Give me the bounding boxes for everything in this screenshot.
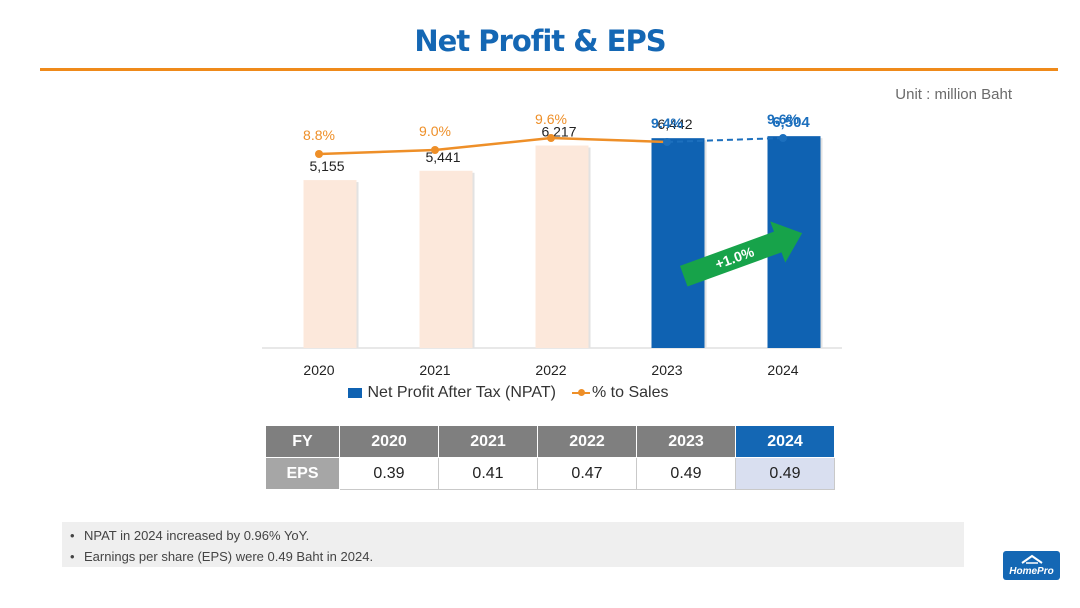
growth-arrow-shape — [679, 221, 803, 287]
x-tick-label: 2022 — [535, 362, 566, 378]
eps-value-row: EPS 0.39 0.41 0.47 0.49 0.49 — [265, 457, 835, 490]
legend-marker-pct — [572, 389, 590, 396]
logo-text: HomePro — [1009, 566, 1054, 577]
note-text: NPAT in 2024 increased by 0.96% YoY. — [84, 528, 310, 543]
eps-header-year: 2022 — [537, 425, 637, 458]
x-tick-label: 2024 — [767, 362, 798, 378]
bar-npat-2023 — [651, 138, 705, 348]
eps-header-year: 2021 — [438, 425, 538, 458]
eps-header-row: FY 2020 2021 2022 2023 2024 — [265, 425, 835, 458]
bar-value-label: 6,442 — [657, 116, 692, 132]
legend-item-pct: % to Sales — [572, 384, 668, 402]
title-divider — [40, 68, 1058, 71]
house-roof-icon — [1021, 554, 1043, 564]
pct-value-label: 8.8% — [303, 127, 335, 143]
pct-value-label: 9.6% — [535, 111, 567, 127]
legend-label-npat: Net Profit After Tax (NPAT) — [367, 384, 557, 401]
eps-header-year: 2020 — [339, 425, 439, 458]
x-tick-label: 2021 — [419, 362, 450, 378]
legend-swatch-npat — [347, 388, 362, 398]
npat-chart: 5,15520205,44120216,21720226,44220236,50… — [262, 111, 842, 378]
eps-header-year: 2024 — [735, 425, 835, 458]
pct-value-label: 9.0% — [419, 123, 451, 139]
note-text: Earnings per share (EPS) were 0.49 Baht … — [84, 549, 374, 564]
bar-value-label: 5,155 — [309, 158, 344, 174]
bar-npat-2020 — [303, 180, 357, 348]
eps-header-year: 2023 — [636, 425, 736, 458]
pct-point — [431, 146, 439, 154]
legend-label-pct: % to Sales — [592, 384, 669, 401]
bar-npat-2022 — [535, 145, 589, 348]
pct-point — [315, 150, 323, 158]
bar-value-label: 6,504 — [772, 114, 810, 131]
eps-table: FY 2020 2021 2022 2023 2024 EPS 0.39 0.4… — [265, 425, 835, 490]
pct-value-label: 9.6% — [767, 111, 799, 127]
note-item: • Earnings per share (EPS) were 0.49 Baht… — [70, 549, 374, 564]
page-title: Net Profit & EPS — [414, 24, 666, 58]
unit-label: Unit : million Baht — [895, 86, 1012, 103]
pct-point — [547, 134, 555, 142]
eps-value-cell: 0.49 — [735, 457, 835, 490]
eps-value-cell: 0.39 — [339, 457, 439, 490]
x-tick-label: 2020 — [303, 362, 334, 378]
notes-box: • NPAT in 2024 increased by 0.96% YoY. • E… — [62, 522, 964, 567]
pct-value-label: 9.4% — [651, 115, 683, 131]
legend-item-npat: Net Profit After Tax (NPAT) — [347, 384, 557, 402]
eps-value-cell: 0.49 — [636, 457, 736, 490]
pct-point — [779, 134, 787, 142]
pct-line-actual — [318, 136, 668, 156]
eps-row-label: EPS — [265, 457, 340, 490]
eps-value-cell: 0.41 — [438, 457, 538, 490]
eps-value-cell: 0.47 — [537, 457, 637, 490]
pct-point — [663, 138, 671, 146]
bar-npat-2021 — [419, 170, 473, 348]
note-item: • NPAT in 2024 increased by 0.96% YoY. — [70, 528, 310, 543]
chart-legend: Net Profit After Tax (NPAT) % to Sales — [0, 384, 1016, 402]
eps-header-fy: FY — [265, 425, 340, 458]
homepro-logo: HomePro — [1003, 551, 1060, 580]
x-tick-label: 2023 — [651, 362, 682, 378]
